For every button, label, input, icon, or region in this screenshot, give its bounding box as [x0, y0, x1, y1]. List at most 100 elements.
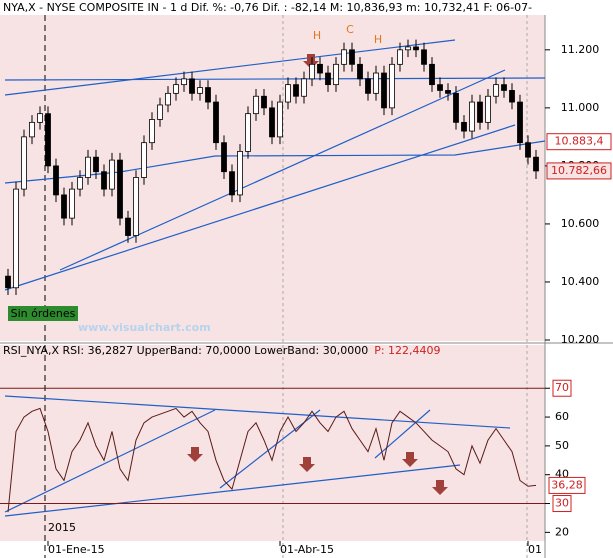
y-tick-label: 11.200 [561, 43, 600, 56]
candle-body [373, 72, 379, 94]
candle-body [269, 107, 275, 138]
candle-body [413, 46, 419, 51]
candle-body [229, 171, 235, 196]
rsi-plot [0, 345, 545, 541]
candle-body [173, 84, 179, 94]
rsi-last-box [548, 476, 586, 494]
candle-body [453, 92, 459, 123]
candle-body [421, 49, 427, 65]
candle-body [389, 63, 395, 109]
candle-body [261, 95, 267, 109]
candle-body [501, 84, 507, 91]
candle-body [245, 113, 251, 152]
candle-body [181, 78, 187, 86]
candle-body [325, 72, 331, 86]
pattern-label: H [313, 29, 321, 42]
candle-body [397, 49, 403, 65]
candle-body [445, 90, 451, 94]
candle-body [485, 95, 491, 123]
candle-body [197, 87, 203, 94]
candle-body [53, 165, 59, 196]
candle-body [189, 78, 195, 94]
candle-body [117, 159, 123, 219]
x-tick-label: 01-Abr-15 [280, 543, 334, 556]
header: NYA,X - NYSE COMPOSITE IN - 1 d Dif. %: … [3, 1, 532, 14]
pattern-label: H [374, 33, 382, 46]
candle-body [381, 72, 387, 109]
candle-body [349, 49, 355, 65]
y-tick-label: 10.600 [561, 217, 600, 230]
price-label: 10.782,66 [551, 164, 607, 177]
y-tick-label: 60 [555, 410, 569, 423]
candle-body [517, 101, 523, 144]
band-label: 70 [555, 381, 569, 394]
y-tick-label: 50 [555, 439, 569, 452]
candle-body [29, 121, 35, 138]
candle-body [213, 101, 219, 144]
watermark: www.visualchart.com [78, 321, 211, 334]
candle-body [317, 63, 323, 74]
candle-body [21, 136, 27, 190]
price-plot [0, 15, 545, 341]
price-label: 10.883,4 [555, 135, 604, 148]
candle-body [221, 142, 227, 173]
candle-body [365, 78, 371, 94]
rsi-header-p: P: 122,4409 [374, 344, 440, 357]
candle-body [13, 188, 19, 289]
candle-body [277, 101, 283, 138]
candle-body [69, 188, 75, 219]
candle-body [341, 49, 347, 65]
candle-body [125, 217, 131, 236]
candle-body [61, 194, 67, 219]
candle-body [469, 101, 475, 132]
status-box [8, 306, 78, 321]
candle-body [85, 156, 91, 178]
price-label-box [546, 162, 612, 180]
x-tick-label: 01-Ene-15 [48, 543, 105, 556]
candle-body [333, 63, 339, 86]
candle-body [101, 171, 107, 190]
candle-body [509, 90, 515, 103]
band-label-box [552, 495, 572, 513]
band-label-box [552, 379, 572, 397]
candle-body [525, 142, 531, 158]
candle-body [165, 92, 171, 106]
x-tick-label: 01 [528, 543, 542, 556]
candle-body [253, 95, 259, 115]
candle-body [141, 142, 147, 178]
candle-body [493, 84, 499, 97]
candle-body [133, 177, 139, 236]
arrows [187, 54, 448, 495]
candle-body [109, 159, 115, 190]
candle-body [37, 113, 43, 123]
candle-body [357, 63, 363, 80]
candle-body [405, 46, 411, 51]
candle-body [477, 101, 483, 123]
band-label: 30 [555, 497, 569, 510]
y-tick-label: 10.400 [561, 275, 600, 288]
y-tick-label: 11.000 [561, 101, 600, 114]
y-tick-label: 20 [555, 525, 569, 538]
candle-body [77, 177, 83, 190]
trendlines [4, 39, 546, 517]
year-label: 2015 [48, 521, 76, 534]
rsi-line [7, 407, 537, 513]
pattern-label: C [346, 23, 354, 36]
candle-body [429, 63, 435, 86]
candle-body [157, 104, 163, 120]
status-label: Sin órdenes [11, 307, 76, 320]
candle-body [461, 121, 467, 132]
candle-body [437, 84, 443, 91]
candle-body [309, 63, 315, 80]
candle-body [301, 78, 307, 97]
candle-body [5, 275, 11, 289]
candle-body [45, 113, 51, 167]
candle-body [93, 156, 99, 173]
candle-body [293, 84, 299, 97]
candle-body [149, 119, 155, 144]
candle-body [205, 87, 211, 103]
candle-body [533, 156, 539, 172]
candle-body [237, 150, 243, 196]
price-label-box [546, 133, 612, 151]
